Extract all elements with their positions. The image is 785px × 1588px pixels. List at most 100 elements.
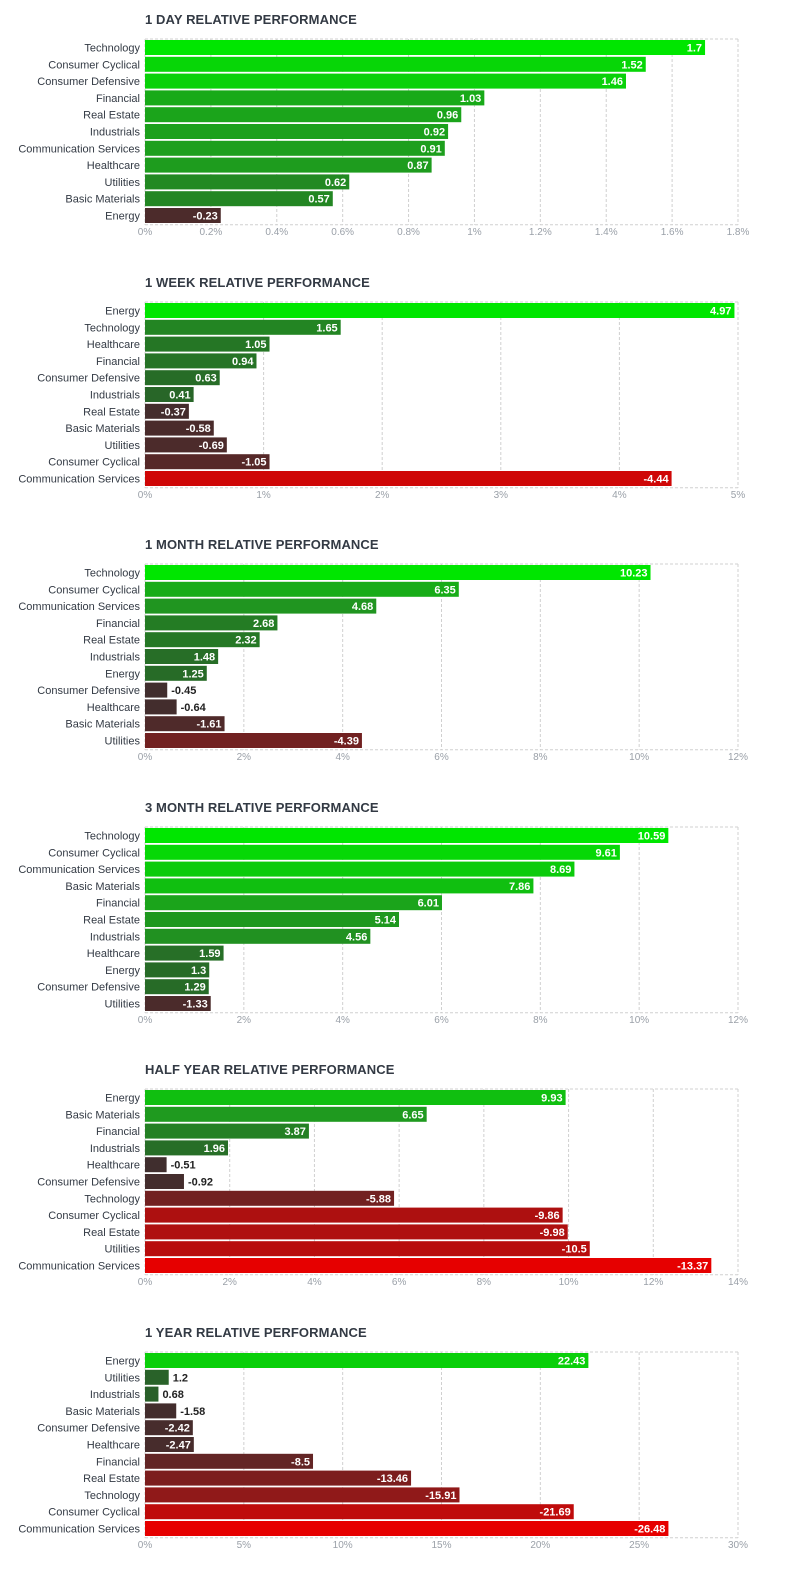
bar (145, 945, 224, 961)
category-label: Healthcare (87, 339, 140, 351)
chart-title: 3 MONTH RELATIVE PERFORMANCE (145, 799, 379, 815)
value-label: -9.86 (535, 1210, 560, 1222)
bar (145, 420, 214, 436)
tick-label: 0% (138, 1014, 153, 1025)
bar-chart: 0% 2% 4% 6% 8% 10% 12% 14% Energy 9.93 Basic Mater… (18, 1088, 748, 1288)
category-label: Utilities (105, 177, 141, 189)
bar (145, 1453, 314, 1469)
value-label: -1.33 (183, 998, 208, 1010)
bar (145, 1369, 169, 1385)
value-label: 3.87 (285, 1126, 306, 1138)
bar (145, 615, 278, 631)
value-label: 0.63 (195, 372, 216, 384)
category-label: Consumer Defensive (37, 685, 140, 697)
category-label: Industrials (90, 652, 141, 664)
tick-label: 15% (431, 1539, 451, 1550)
category-label: Consumer Defensive (37, 981, 140, 993)
bar (145, 436, 227, 452)
value-label: -0.69 (199, 439, 224, 451)
value-label: -2.47 (166, 1439, 191, 1451)
category-label: Technology (84, 322, 140, 334)
chart-title: 1 YEAR RELATIVE PERFORMANCE (145, 1324, 367, 1340)
category-label: Technology (84, 1193, 140, 1205)
bar (145, 1106, 427, 1122)
tick-label: 5% (237, 1539, 252, 1550)
category-label: Real Estate (83, 635, 140, 647)
value-label: 10.59 (638, 830, 666, 842)
category-label: Industrials (90, 127, 141, 139)
bar (145, 319, 341, 335)
bar (145, 665, 207, 681)
tick-label: 3% (494, 489, 509, 500)
bar (145, 1258, 712, 1273)
tick-label: 0.2% (199, 227, 222, 238)
category-label: Basic Materials (65, 1405, 140, 1417)
value-label: -26.48 (634, 1523, 665, 1535)
value-label: -1.05 (241, 456, 266, 468)
tick-label: 6% (434, 1014, 449, 1025)
bar (145, 191, 333, 207)
category-label: Energy (105, 668, 140, 680)
bar-chart: 0% 5% 10% 15% 20% 25% 30% Energy 22.43 Utilities 1… (18, 1351, 748, 1550)
bar (145, 1207, 563, 1223)
bar (145, 978, 209, 994)
bar (145, 403, 189, 419)
category-label: Financial (96, 93, 140, 105)
category-label: Utilities (105, 439, 141, 451)
bar (145, 1174, 184, 1189)
bar (145, 1386, 159, 1402)
bar (145, 1241, 590, 1257)
chart-panel: 3 MONTH RELATIVE PERFORMANCE 0% 2% 4% 6% 8% 10… (0, 788, 785, 1050)
category-label: Energy (105, 1093, 140, 1105)
value-label: 1.03 (460, 93, 481, 105)
tick-label: 14% (728, 1277, 748, 1288)
bar (145, 302, 735, 318)
category-label: Consumer Defensive (37, 76, 140, 88)
tick-label: 6% (392, 1277, 407, 1288)
value-label: 4.68 (352, 601, 373, 613)
value-label: 1.65 (316, 322, 337, 334)
category-label: Consumer Cyclical (48, 1210, 140, 1222)
value-label: 0.96 (437, 110, 458, 122)
category-label: Consumer Cyclical (48, 456, 140, 468)
bar (145, 157, 432, 173)
bar (145, 1486, 460, 1502)
tick-label: 0.8% (397, 227, 420, 238)
bar (145, 470, 672, 486)
chart-title: HALF YEAR RELATIVE PERFORMANCE (145, 1062, 395, 1077)
tick-label: 4% (307, 1277, 322, 1288)
tick-label: 30% (728, 1539, 748, 1550)
value-label: -0.23 (193, 211, 218, 223)
tick-label: 12% (728, 1014, 748, 1025)
bar (145, 453, 270, 469)
bar (145, 649, 219, 664)
tick-label: 10% (629, 752, 649, 763)
value-label: 1.2 (173, 1372, 188, 1384)
category-label: Financial (96, 355, 140, 367)
category-label: Utilities (105, 1244, 141, 1256)
value-label: 0.57 (308, 194, 329, 206)
value-label: -4.44 (644, 473, 670, 485)
bar (145, 598, 377, 614)
chart-panel: 1 WEEK RELATIVE PERFORMANCE 0% 1% 2% 3% 4% 5% E… (0, 263, 785, 525)
bar (145, 107, 462, 123)
tick-label: 2% (222, 1277, 237, 1288)
bar (145, 716, 225, 732)
value-label: 8.69 (550, 864, 571, 876)
category-label: Technology (84, 568, 140, 580)
bar (145, 632, 260, 648)
bar (145, 1503, 574, 1519)
tick-label: 6% (434, 752, 449, 763)
value-label: 1.05 (245, 339, 266, 351)
value-label: 9.93 (541, 1093, 562, 1105)
tick-label: 1% (256, 489, 271, 500)
tick-label: 0.4% (265, 227, 288, 238)
category-label: Communication Services (18, 1523, 140, 1535)
bar (145, 90, 485, 106)
value-label: -0.58 (186, 423, 211, 435)
category-label: Industrials (90, 1389, 141, 1401)
tick-label: 4% (612, 489, 627, 500)
value-label: 1.59 (199, 948, 220, 960)
category-label: Healthcare (87, 948, 140, 960)
tick-label: 12% (643, 1277, 663, 1288)
